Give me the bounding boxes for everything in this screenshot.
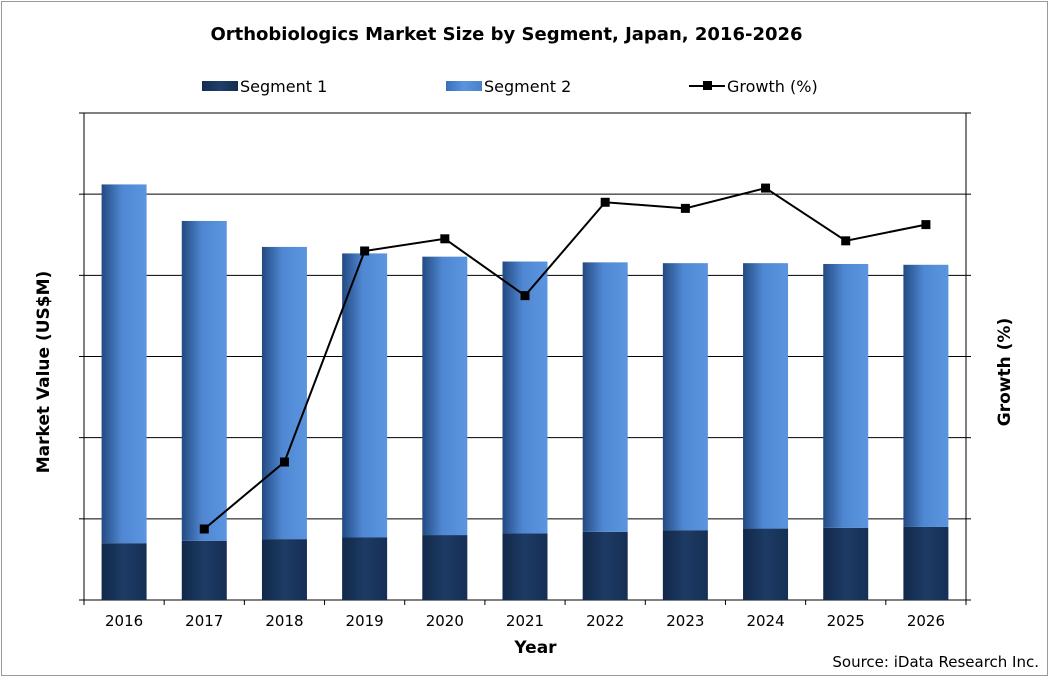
legend-item-segment-2: Segment 2 (446, 76, 571, 96)
bar-segment-2 (743, 263, 789, 529)
bar-segment-1 (582, 531, 628, 600)
legend-line-marker-icon (689, 80, 725, 92)
x-tick-label: 2023 (666, 612, 704, 630)
legend-swatch-segment-2 (446, 81, 482, 91)
bar-segment-1 (662, 530, 708, 600)
bar-segment-2 (422, 256, 468, 536)
growth-point (199, 524, 209, 534)
bar-segment-1 (101, 543, 147, 600)
x-tick-label: 2024 (746, 612, 784, 630)
bar-segment-2 (903, 264, 949, 527)
x-tick-label: 2025 (827, 612, 865, 630)
x-tick-label: 2016 (105, 612, 143, 630)
bar-segment-2 (502, 261, 548, 534)
x-tick-label: 2026 (907, 612, 945, 630)
x-tick-label: 2020 (426, 612, 464, 630)
bar-segment-1 (342, 537, 388, 600)
x-tick-label: 2018 (265, 612, 303, 630)
bar-segment-1 (422, 535, 468, 600)
legend-item-segment-1: Segment 1 (202, 76, 327, 96)
growth-line (203, 187, 927, 530)
legend-label-segment-2: Segment 2 (484, 76, 572, 96)
bar-segment-2 (582, 262, 628, 532)
legend-swatch-segment-1 (202, 81, 238, 91)
growth-point (360, 246, 370, 256)
legend-item-growth: Growth (%) (689, 76, 818, 96)
bar-segment-2 (261, 246, 307, 540)
growth-point (921, 220, 931, 230)
bar-segment-1 (823, 527, 869, 600)
x-tick-label: 2019 (346, 612, 384, 630)
bar-segment-1 (261, 539, 307, 600)
legend-label-growth: Growth (%) (727, 76, 818, 96)
bar-segment-2 (101, 184, 147, 544)
bar-segment-2 (823, 263, 869, 528)
bar-segment-1 (502, 533, 548, 600)
source-note: Source: iData Research Inc. (832, 653, 1039, 671)
legend-label-segment-1: Segment 1 (240, 76, 328, 96)
growth-point (680, 203, 690, 213)
chart-title: Orthobiologics Market Size by Segment, J… (210, 24, 803, 45)
bar-segment-2 (342, 253, 388, 538)
growth-point (279, 457, 289, 467)
growth-point (520, 291, 530, 301)
growth-point (440, 234, 450, 244)
bar-segment-1 (743, 528, 789, 600)
x-tick-label: 2021 (506, 612, 544, 630)
bar-segment-2 (181, 220, 227, 541)
x-tick-label: 2017 (185, 612, 223, 630)
growth-point (600, 197, 610, 207)
bar-segment-1 (181, 540, 227, 600)
bar-segment-2 (662, 263, 708, 531)
x-tick-label: 2022 (586, 612, 624, 630)
x-axis-label: Year (514, 638, 557, 658)
bar-segment-1 (903, 526, 949, 600)
growth-point (841, 236, 851, 246)
growth-point (761, 183, 771, 193)
